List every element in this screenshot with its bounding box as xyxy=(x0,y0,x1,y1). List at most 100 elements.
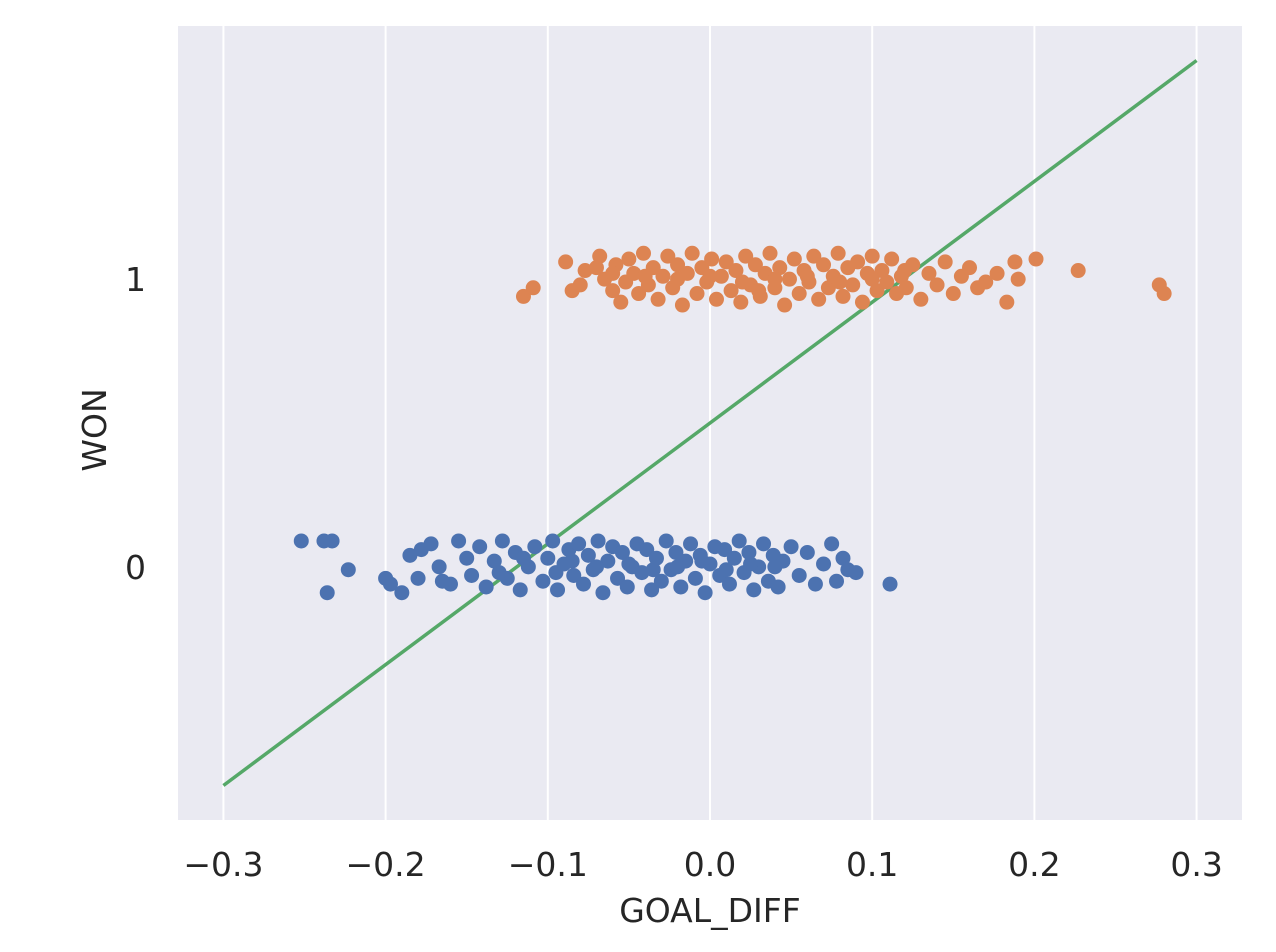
x-tick-label: 0.1 xyxy=(846,845,898,884)
grid-lines xyxy=(222,26,1198,820)
series-1-point xyxy=(718,254,734,270)
series-0-point xyxy=(726,550,742,566)
series-1-point xyxy=(884,251,900,267)
series-0-point xyxy=(718,562,734,578)
series-1-point xyxy=(738,248,754,264)
series-0-point xyxy=(472,539,488,555)
series-1-point xyxy=(704,251,720,267)
series-0-point xyxy=(835,550,851,566)
series-0-point xyxy=(743,556,759,572)
series-0-point xyxy=(451,533,467,549)
series-0-point xyxy=(410,570,426,586)
series-1-point xyxy=(864,271,880,287)
series-0-point xyxy=(614,544,630,560)
series-1-point xyxy=(820,280,836,296)
series-0-point xyxy=(648,550,664,566)
series-1-point xyxy=(708,291,724,307)
series-0-point xyxy=(634,565,650,581)
series-1-point xyxy=(772,260,788,276)
series-1-point xyxy=(605,265,621,281)
fit-line xyxy=(222,59,1198,787)
series-1-point xyxy=(811,291,827,307)
series-0-point xyxy=(486,553,502,569)
series-0-point xyxy=(535,573,551,589)
series-0-point xyxy=(767,559,783,575)
x-axis-label: GOAL_DIFF xyxy=(619,891,801,930)
series-1-point xyxy=(835,288,851,304)
series-0-point xyxy=(564,553,580,569)
series-1-point xyxy=(515,288,531,304)
series-0-point xyxy=(619,579,635,595)
series-0-point xyxy=(731,533,747,549)
series-1-point xyxy=(898,280,914,296)
series-0-point xyxy=(816,556,832,572)
series-0-point xyxy=(494,533,510,549)
y-tick-label: 0 xyxy=(125,548,146,587)
series-1-point xyxy=(781,271,797,287)
series-0-point xyxy=(658,533,674,549)
x-tick-label: 0.2 xyxy=(1008,845,1060,884)
series-1-point xyxy=(660,248,676,264)
series-0-point xyxy=(478,579,494,595)
series-0-point xyxy=(741,544,757,560)
series-1-point xyxy=(845,277,861,293)
series-0-point xyxy=(694,553,710,569)
series-1-point xyxy=(751,283,767,299)
series-0-point xyxy=(540,550,556,566)
x-tick-label: −0.2 xyxy=(346,845,426,884)
series-0-point xyxy=(340,562,356,578)
series-0-point xyxy=(824,536,840,552)
series-1-point xyxy=(897,263,913,279)
series-1-point xyxy=(989,265,1005,281)
series-0-point xyxy=(459,550,475,566)
series-0-point xyxy=(382,576,398,592)
series-0-point xyxy=(600,553,616,569)
series-0-point xyxy=(423,536,439,552)
series-0-point xyxy=(673,579,689,595)
series-0-point xyxy=(783,539,799,555)
series-1-point xyxy=(728,263,744,279)
series-0-point xyxy=(721,576,737,592)
series-1-point xyxy=(999,294,1015,310)
series-1-point xyxy=(1156,286,1172,302)
series-1-point xyxy=(1028,251,1044,267)
series-0-point xyxy=(434,573,450,589)
series-1-point xyxy=(572,277,588,293)
series-0-point xyxy=(545,533,561,549)
series-0-point xyxy=(668,544,684,560)
series-0-point xyxy=(293,533,309,549)
series-1-point xyxy=(1010,271,1026,287)
series-0-point xyxy=(580,547,596,563)
series-1-point xyxy=(525,280,541,296)
series-0-point xyxy=(807,576,823,592)
series-1-point xyxy=(577,263,593,279)
series-0-point xyxy=(791,567,807,583)
series-1-point xyxy=(588,260,604,276)
series-0-point xyxy=(595,585,611,601)
series-0-point xyxy=(683,536,699,552)
series-1-point xyxy=(937,254,953,270)
series-0-point xyxy=(515,550,531,566)
series-0-point xyxy=(590,533,606,549)
series-0-point xyxy=(491,565,507,581)
series-0-point xyxy=(319,585,335,601)
x-tick-label: 0.0 xyxy=(684,845,736,884)
series-0-point xyxy=(464,567,480,583)
series-1-point xyxy=(767,271,783,287)
series-0-point xyxy=(571,536,587,552)
series-0-point xyxy=(670,559,686,575)
series-1-point xyxy=(558,254,574,270)
series-1-point xyxy=(637,268,653,284)
series-0-point xyxy=(882,576,898,592)
series-1-point xyxy=(747,257,763,273)
series-0-point xyxy=(566,567,582,583)
series-1-point xyxy=(850,254,866,270)
series-1-point xyxy=(945,286,961,302)
series-1-point xyxy=(830,245,846,261)
series-1-point xyxy=(832,274,848,290)
series-0-point xyxy=(687,570,703,586)
series-1-point xyxy=(670,257,686,273)
x-tick-label: −0.1 xyxy=(508,845,588,884)
series-0-point xyxy=(610,570,626,586)
series-1-point xyxy=(684,245,700,261)
